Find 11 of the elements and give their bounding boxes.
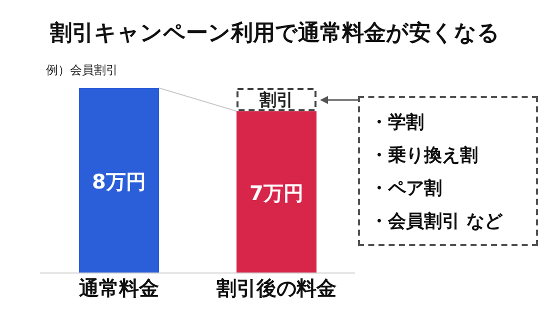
text: ・学割 [370, 111, 425, 135]
chart-subtitle: 例）会員割引 [46, 62, 118, 79]
series-label: 割引 [258, 90, 294, 111]
chart-title: 割引キャンペーン利用で通常料金が安くなる [49, 20, 501, 48]
x-tick-label: 通常料金 [78, 276, 159, 300]
text: ・乗り換え割 [370, 144, 479, 168]
x-tick-label: 割引後の料金 [215, 276, 336, 300]
data-label: 8万円 [92, 170, 146, 194]
text: ・会員割引 など [370, 210, 504, 234]
data-label: 7万円 [250, 181, 304, 206]
text: ・ペア割 [370, 177, 443, 201]
